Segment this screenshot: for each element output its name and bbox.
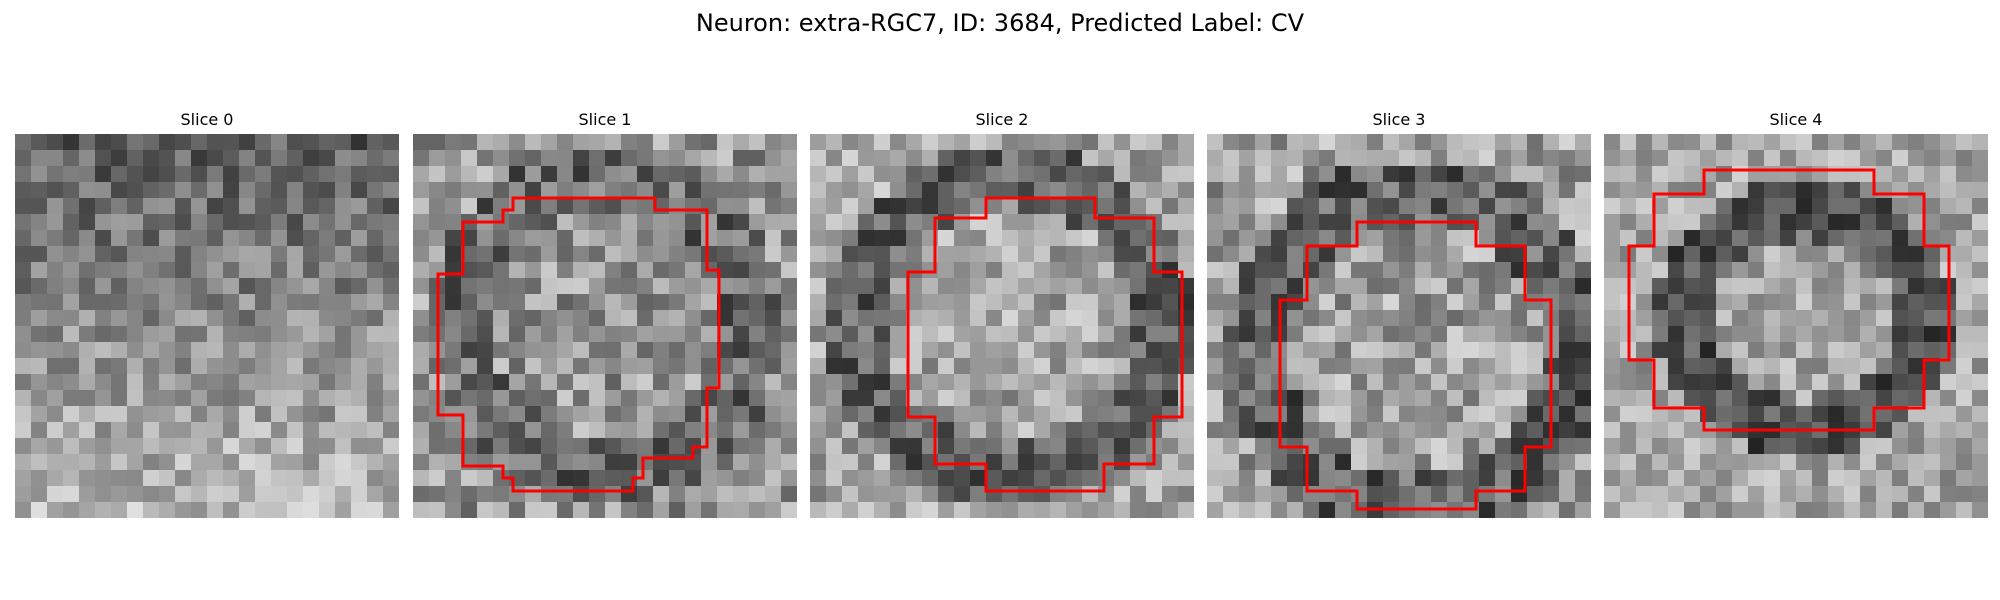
slice-title: Slice 2: [975, 110, 1029, 129]
grayscale-pixels: [810, 134, 1194, 518]
slice-panel-3: Slice 3: [1207, 108, 1591, 518]
slice-image: [413, 134, 797, 518]
slice-title: Slice 0: [180, 110, 234, 129]
segmentation-outline: [1627, 168, 1951, 432]
slice-image: [1604, 134, 1988, 518]
segmentation-outline: [436, 196, 721, 493]
slice-panel-4: Slice 4: [1604, 108, 1988, 518]
slice-panel-1: Slice 1: [413, 108, 797, 518]
grayscale-pixels: [413, 134, 797, 518]
slice-panel-2: Slice 2: [810, 108, 1194, 518]
slice-title: Slice 4: [1769, 110, 1823, 129]
grayscale-pixels: [1604, 134, 1988, 518]
slice-title: Slice 3: [1372, 110, 1426, 129]
slice-image: [15, 134, 399, 518]
segmentation-outline: [906, 196, 1184, 493]
slice-title: Slice 1: [578, 110, 632, 129]
grayscale-pixels: [15, 134, 399, 518]
grayscale-pixels: [1207, 134, 1591, 518]
slice-image: [1207, 134, 1591, 518]
figure-title: Neuron: extra-RGC7, ID: 3684, Predicted …: [695, 9, 1305, 37]
slice-image: [810, 134, 1194, 518]
slice-panel-0: Slice 0: [15, 108, 399, 518]
segmentation-outline: [1278, 220, 1553, 511]
